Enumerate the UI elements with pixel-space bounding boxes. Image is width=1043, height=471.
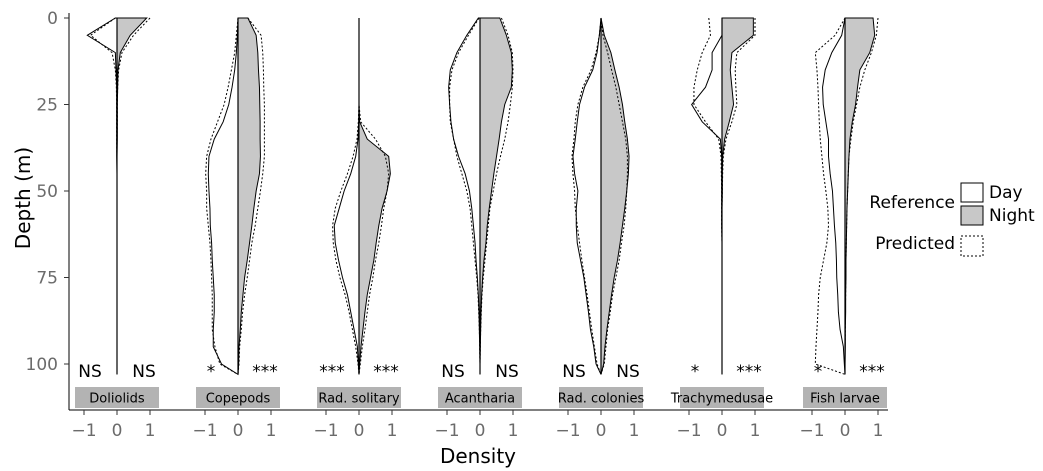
day-significance: NS bbox=[78, 362, 102, 382]
panel-strip-label: Fish larvae bbox=[810, 392, 880, 407]
panel-acantharia: NS NS Acantharia bbox=[438, 17, 522, 408]
legend-night-label: Night bbox=[989, 206, 1035, 226]
legend-day-swatch bbox=[960, 182, 984, 203]
x-tick-label: −1 bbox=[676, 421, 701, 441]
day-significance: NS bbox=[441, 362, 465, 382]
panel-strip-label: Rad. solitary bbox=[318, 392, 400, 407]
legend: Reference Day Night Predicted bbox=[869, 182, 1035, 257]
day-reference-area bbox=[822, 17, 846, 375]
legend-day-label: Day bbox=[989, 183, 1023, 203]
panel-copepods: * ***Copepods bbox=[196, 17, 280, 408]
x-tick-label: −1 bbox=[434, 421, 459, 441]
x-tick-label: −1 bbox=[192, 421, 217, 441]
y-tick-label: 100 bbox=[26, 355, 58, 375]
day-reference-area bbox=[207, 17, 239, 376]
night-significance: *** bbox=[252, 362, 278, 382]
y-ticks: 0 25 50 75 100 bbox=[26, 9, 69, 375]
y-tick-label: 50 bbox=[36, 182, 58, 202]
night-reference-area bbox=[600, 17, 630, 375]
legend-predicted-swatch bbox=[960, 235, 984, 257]
y-tick-label: 75 bbox=[36, 269, 58, 289]
night-significance: NS bbox=[132, 362, 156, 382]
panel-strip bbox=[317, 387, 401, 408]
panel-rad-colonies: NS NS Rad. colonies bbox=[558, 17, 645, 408]
night-predicted-line bbox=[844, 17, 879, 375]
night-reference-area bbox=[721, 17, 754, 375]
day-reference-area bbox=[572, 17, 602, 375]
night-reference-area bbox=[358, 18, 391, 375]
panel-strip bbox=[803, 387, 887, 408]
panel-strip-label: Acantharia bbox=[445, 392, 515, 407]
panel-strip bbox=[680, 387, 764, 408]
night-predicted-line bbox=[116, 17, 151, 375]
panel-doliolids: NS NS Doliolids bbox=[75, 17, 159, 408]
panel-strip bbox=[196, 387, 280, 408]
day-significance: *** bbox=[319, 362, 345, 382]
legend-night-swatch bbox=[960, 205, 984, 226]
x-tick-label: 0 bbox=[233, 421, 244, 441]
x-tick-label: −1 bbox=[799, 421, 824, 441]
day-significance: * bbox=[814, 362, 823, 382]
day-predicted-line bbox=[89, 17, 118, 375]
night-predicted-line bbox=[237, 17, 265, 375]
panel-strip-label: Copepods bbox=[206, 392, 271, 407]
y-axis-title: Depth (m) bbox=[11, 147, 35, 249]
x-tick-label: 1 bbox=[873, 421, 884, 441]
panel-strip-label: Trachymedusae bbox=[670, 392, 773, 407]
x-tick-label: 1 bbox=[266, 421, 277, 441]
x-tick-label: 1 bbox=[387, 421, 398, 441]
night-reference-area bbox=[116, 17, 148, 375]
day-predicted-line bbox=[205, 17, 239, 375]
day-reference-area bbox=[333, 18, 360, 375]
day-predicted-line bbox=[814, 17, 846, 375]
panel-strip bbox=[438, 387, 522, 408]
night-significance: *** bbox=[859, 362, 885, 382]
legend-reference-label: Reference bbox=[869, 193, 955, 213]
panel-strip-label: Doliolids bbox=[89, 392, 145, 407]
day-significance: * bbox=[691, 362, 700, 382]
y-tick-label: 25 bbox=[36, 96, 58, 116]
night-predicted-line bbox=[479, 17, 514, 375]
panel-trachymedusae: * ***Trachymedusae bbox=[670, 17, 773, 408]
x-tick-label: 0 bbox=[475, 421, 486, 441]
x-axis-title: Density bbox=[440, 444, 516, 468]
panel-strip bbox=[559, 387, 643, 408]
legend-predicted-label: Predicted bbox=[875, 234, 955, 254]
x-ticks: −1 0 1 −1 0 1 −1 0 1 −1 0 1 −1 0 1 −1 0 1 −1 0 1 bbox=[71, 410, 883, 441]
day-reference-area bbox=[691, 18, 723, 375]
night-significance: *** bbox=[373, 362, 399, 382]
x-tick-label: 0 bbox=[354, 421, 365, 441]
x-tick-label: 1 bbox=[629, 421, 640, 441]
day-predicted-line bbox=[571, 17, 602, 375]
day-reference-area bbox=[86, 17, 118, 375]
night-significance: NS bbox=[616, 362, 640, 382]
x-tick-label: −1 bbox=[555, 421, 580, 441]
panel-strip-label: Rad. colonies bbox=[558, 392, 645, 407]
x-tick-label: 0 bbox=[840, 421, 851, 441]
day-reference-area bbox=[448, 17, 481, 375]
panel-rad-solitary: *** *** Rad. solitary bbox=[317, 18, 401, 408]
x-tick-label: 0 bbox=[717, 421, 728, 441]
panel-strip bbox=[75, 387, 159, 408]
day-significance: * bbox=[207, 362, 216, 382]
x-tick-label: −1 bbox=[313, 421, 338, 441]
x-tick-label: −1 bbox=[71, 421, 96, 441]
panel-fish-larvae: * ***Fish larvae bbox=[803, 17, 887, 408]
y-tick-label: 0 bbox=[47, 9, 58, 29]
x-tick-label: 1 bbox=[508, 421, 519, 441]
night-reference-area bbox=[479, 17, 513, 375]
x-tick-label: 0 bbox=[596, 421, 607, 441]
night-reference-area bbox=[237, 17, 261, 375]
x-tick-label: 0 bbox=[112, 421, 123, 441]
day-significance: NS bbox=[562, 362, 586, 382]
x-tick-label: 1 bbox=[145, 421, 156, 441]
day-predicted-line bbox=[449, 17, 481, 375]
night-significance: *** bbox=[736, 362, 762, 382]
night-predicted-line bbox=[600, 17, 628, 375]
x-tick-label: 1 bbox=[750, 421, 761, 441]
night-significance: NS bbox=[495, 362, 519, 382]
